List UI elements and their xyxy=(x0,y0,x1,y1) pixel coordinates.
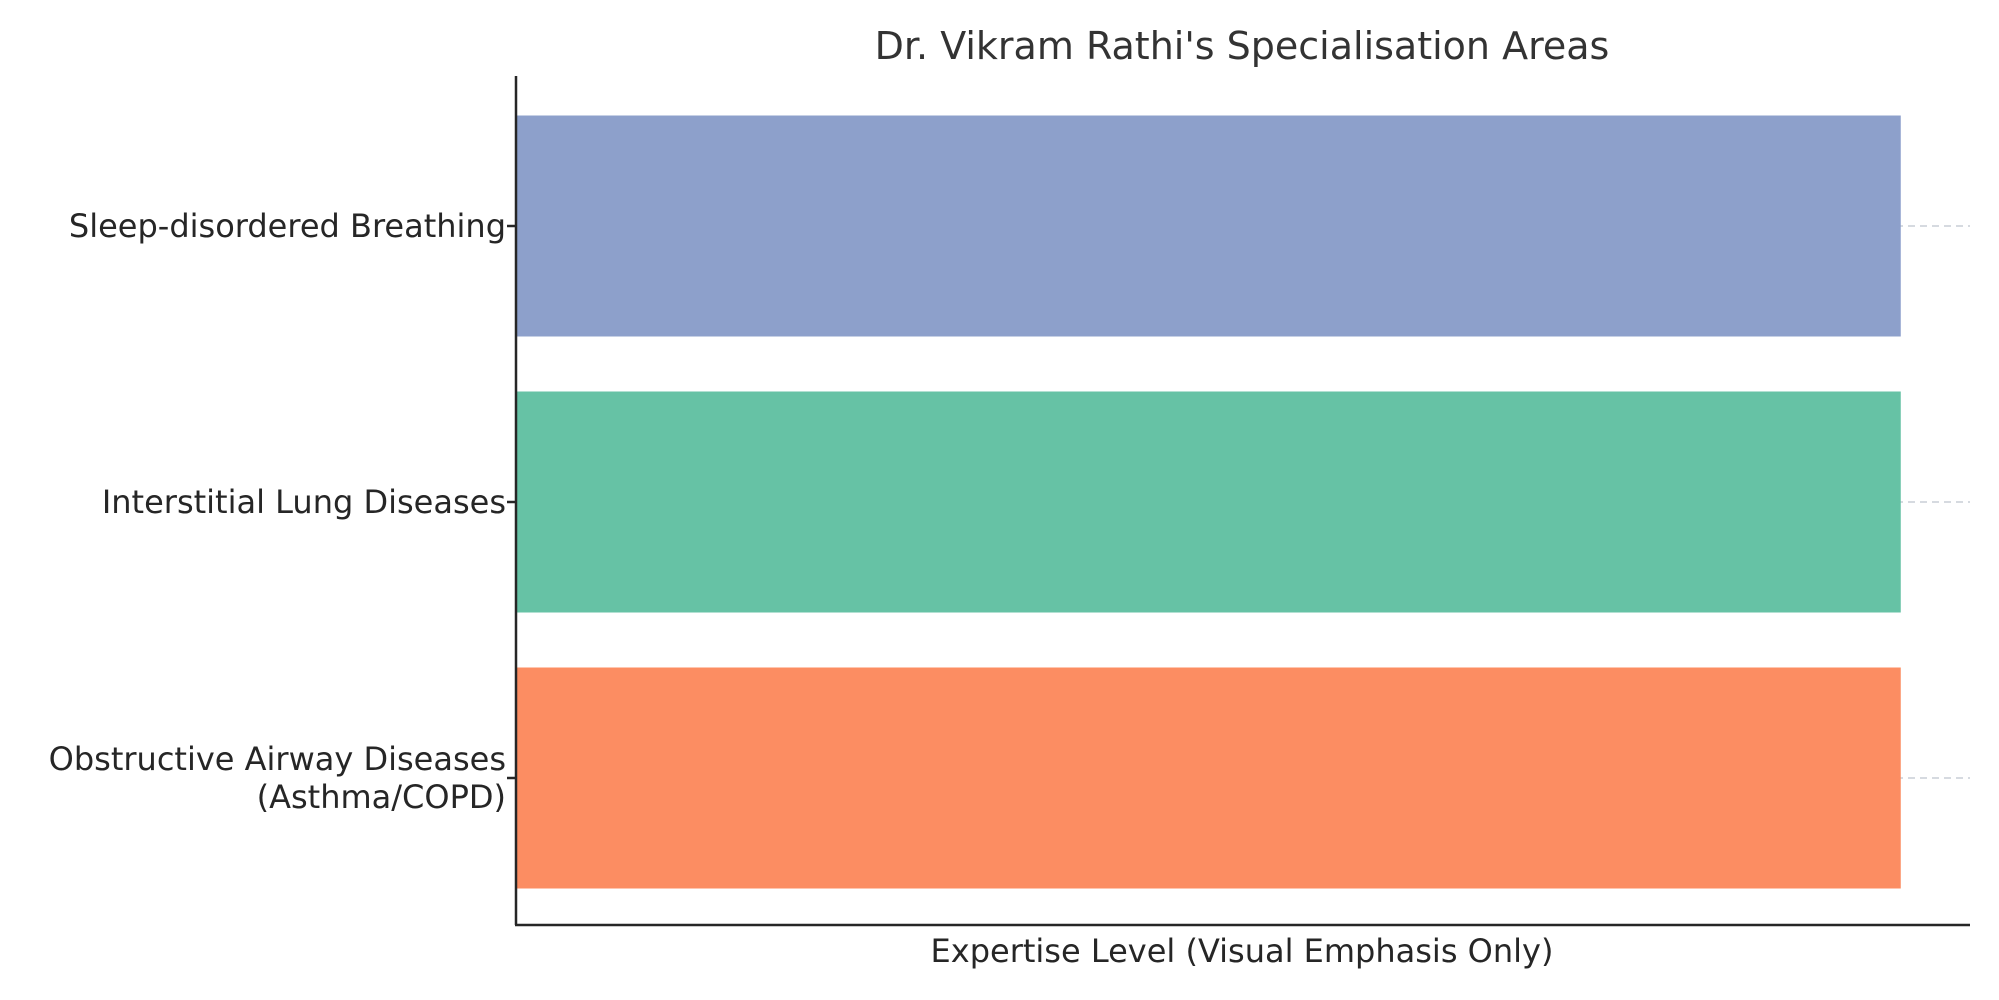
y-tick-label: Sleep-disordered Breathing xyxy=(69,207,506,245)
bars xyxy=(516,115,1901,889)
y-tick-labels: Sleep-disordered Breathing Interstitial L… xyxy=(49,207,506,816)
bar xyxy=(516,667,1901,889)
y-tick-label: Obstructive Airway Diseases (Asthma/COPD) xyxy=(49,740,506,816)
y-ticks xyxy=(507,224,516,780)
x-axis-label: Expertise Level (Visual Emphasis Only) xyxy=(931,932,1554,970)
bar xyxy=(516,391,1901,613)
bar xyxy=(516,115,1901,337)
chart-title: Dr. Vikram Rathi's Specialisation Areas xyxy=(875,24,1610,68)
y-tick-label: Interstitial Lung Diseases xyxy=(102,483,506,521)
